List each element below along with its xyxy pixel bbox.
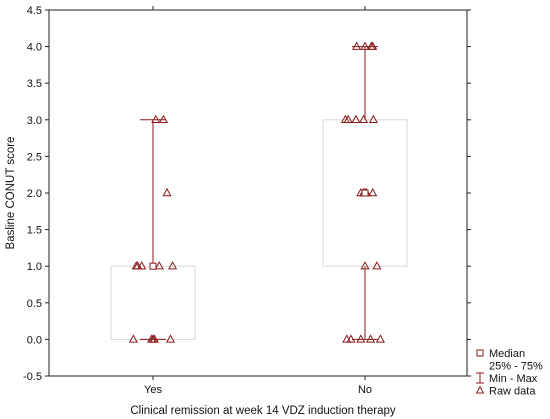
raw-data-point: [162, 187, 172, 197]
raw-data-point: [158, 114, 169, 124]
raw-data-point: [356, 334, 366, 343]
y-tick-label: 4.0: [27, 42, 42, 54]
y-tick-label: 3.5: [27, 78, 42, 90]
y-tick-label: 2.0: [27, 188, 42, 200]
legend-median-icon: [476, 349, 484, 357]
medians: [149, 189, 369, 270]
raw-data-point: [149, 334, 159, 343]
raw-data-point: [128, 334, 138, 343]
raw-data-point: [368, 41, 378, 50]
raw-data-point: [360, 261, 370, 270]
plot-area: [48, 9, 468, 377]
raw-data-point: [368, 187, 378, 197]
x-tick-label: No: [358, 384, 372, 396]
raw-data-point: [351, 114, 361, 124]
legend-label: 25% - 75%: [489, 361, 543, 373]
y-tick-label: 0.5: [27, 298, 42, 310]
raw-data-point: [346, 334, 356, 343]
legend-label: Raw data: [489, 386, 536, 398]
raw-data-point: [375, 334, 385, 343]
legend-raw-icon: [475, 385, 485, 394]
y-tick-label: -0.5: [23, 371, 42, 383]
y-axis: -0.5 0.0 0.5 1.0 1.5 2.0 2.5 3.0 3.5 4.0 4.5: [23, 5, 471, 383]
raw-data-point: [154, 261, 164, 270]
legend-label: Min - Max: [489, 373, 538, 385]
plot-frame: [48, 9, 468, 377]
y-tick-label: 3.0: [27, 115, 42, 127]
raw-data-point: [372, 261, 382, 270]
median-marker: [149, 262, 157, 270]
raw-data-point: [137, 261, 147, 270]
y-tick-label: 2.5: [27, 151, 42, 163]
raw-data-point: [360, 41, 370, 50]
raw-data-point: [343, 114, 353, 124]
median-marker: [361, 189, 369, 197]
y-tick-label: 4.5: [27, 5, 42, 17]
raw-data-point: [352, 41, 362, 50]
raw-data-point: [165, 334, 176, 343]
raw-data-point: [168, 261, 178, 270]
x-axis: Yes No: [144, 6, 372, 396]
y-tick-label: 1.5: [27, 225, 42, 237]
raw-data-point: [366, 334, 376, 343]
raw-data-point: [368, 114, 378, 124]
y-tick-label: 0.0: [27, 334, 42, 346]
x-axis-title: Clinical remission at week 14 VDZ induct…: [130, 405, 396, 417]
raw-data-point: [359, 114, 369, 124]
legend-label: Median: [489, 348, 525, 360]
y-axis-title: Basline CONUT score: [5, 137, 17, 250]
raw-data-points: [128, 41, 385, 343]
y-tick-label: 1.0: [27, 261, 42, 273]
x-tick-label: Yes: [144, 384, 162, 396]
raw-data-point: [151, 114, 161, 124]
